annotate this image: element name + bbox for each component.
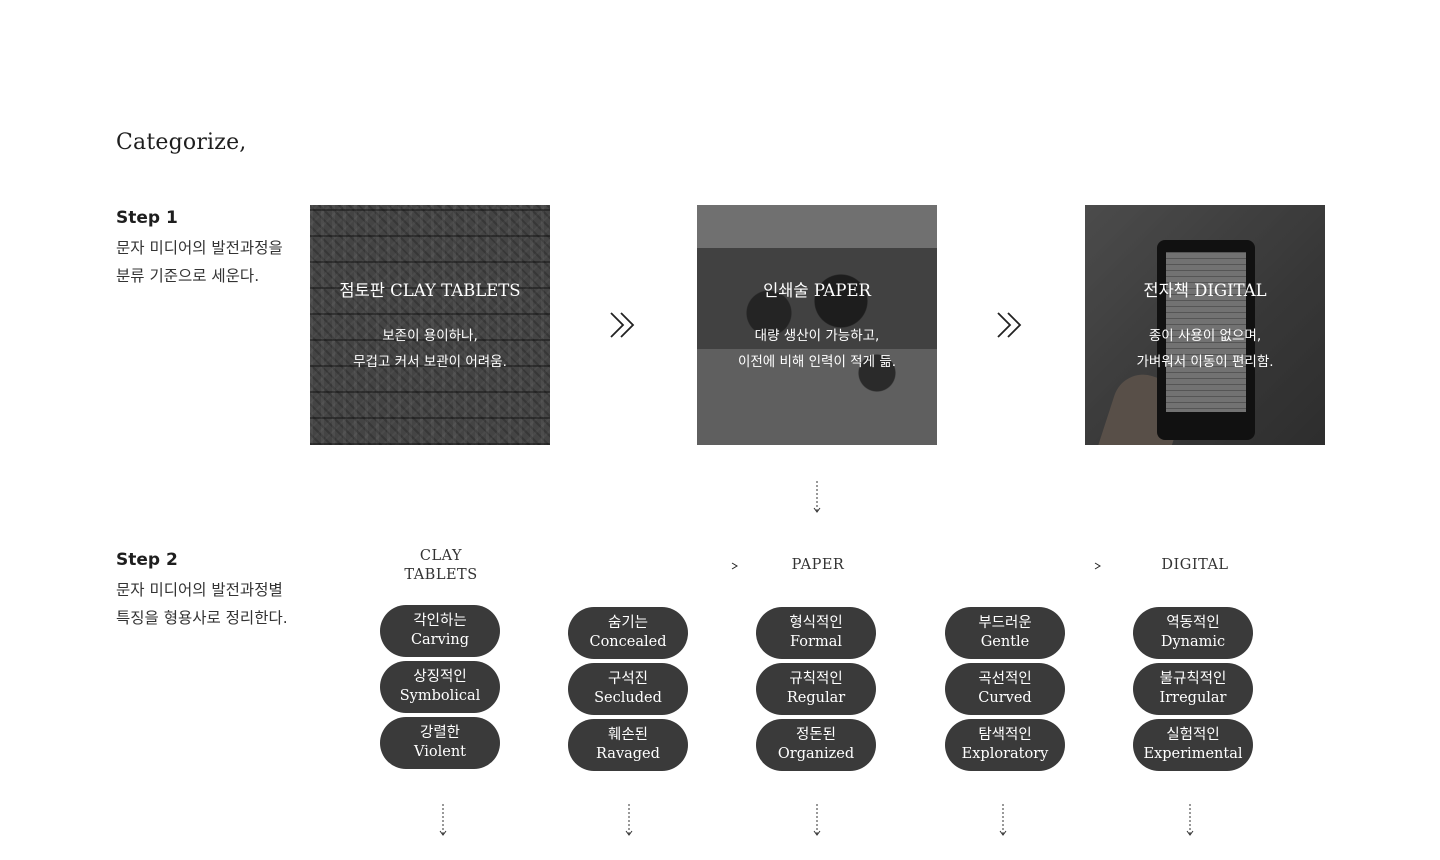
media-description: 종이 사용이 없으며, 가벼워서 이동이 편리함. (1136, 328, 1274, 370)
adjective-pill: 숨기는 Concealed (568, 607, 688, 659)
right-arrow-line-icon (537, 562, 738, 570)
media-card-paper: 인쇄술 PAPER 대량 생산이 가능하고, 이전에 비해 인력이 적게 듦. (697, 205, 937, 445)
adjective-pill: 정돈된 Organized (756, 719, 876, 771)
adjective-english: Formal (790, 634, 842, 650)
adjective-english: Exploratory (961, 746, 1049, 762)
clay-tablet-image (310, 205, 550, 445)
adjective-korean: 형식적인 (789, 615, 843, 631)
adjective-korean: 곡선적인 (978, 671, 1032, 687)
adjective-pill: 형식적인 Formal (756, 607, 876, 659)
adjective-english: Dynamic (1160, 634, 1226, 650)
adjective-korean: 강렬한 (419, 725, 461, 741)
adjective-korean: 각인하는 (413, 613, 467, 629)
adjective-english: Secluded (594, 690, 662, 706)
adjective-korean: 규칙적인 (789, 671, 843, 687)
dotted-down-arrow-icon (813, 804, 821, 836)
adjective-pill: 구석진 Secluded (568, 663, 688, 715)
timeline-label-digital: DIGITAL (1161, 557, 1229, 573)
step-1-block: Step 1 문자 미디어의 발전과정을 분류 기준으로 세운다. (116, 208, 316, 290)
adjective-english: Ravaged (596, 746, 660, 762)
step-2-description: 문자 미디어의 발전과정별 특징을 형용사로 정리한다. (116, 581, 288, 627)
adjective-english: Symbolical (399, 688, 481, 704)
media-name: 점토판 CLAY TABLETS (339, 281, 521, 300)
adjective-english: Irregular (1159, 690, 1227, 706)
adjective-korean: 부드러운 (978, 615, 1032, 631)
double-chevron-right-icon (610, 312, 635, 338)
adjective-pill: 실험적인 Experimental (1133, 719, 1253, 771)
dotted-down-arrow-icon (625, 804, 633, 836)
media-name: 인쇄술 PAPER (763, 281, 871, 300)
adjective-pill: 곡선적인 Curved (945, 663, 1065, 715)
adjective-english: Carving (410, 632, 470, 648)
timeline-label-paper: PAPER (791, 557, 845, 573)
dotted-down-arrow-icon (439, 804, 447, 836)
adjective-pill: 부드러운 Gentle (945, 607, 1065, 659)
adjective-korean: 정돈된 (795, 727, 837, 743)
step-2-block: Step 2 문자 미디어의 발전과정별 특징을 형용사로 정리한다. (116, 550, 316, 632)
adjective-english: Regular (786, 690, 846, 706)
dotted-down-arrow-icon (813, 481, 821, 513)
adjective-korean: 실험적인 (1166, 727, 1220, 743)
adjective-pill: 강렬한 Violent (380, 717, 500, 769)
step-1-description: 문자 미디어의 발전과정을 분류 기준으로 세운다. (116, 239, 283, 285)
adjective-korean: 구석진 (607, 671, 649, 687)
adjective-korean: 숨기는 (607, 615, 649, 631)
adjective-english: Violent (414, 744, 466, 760)
adjective-pill: 규칙적인 Regular (756, 663, 876, 715)
adjective-korean: 상징적인 (413, 669, 467, 685)
adjective-korean: 탐색적인 (978, 727, 1032, 743)
timeline-label-clay-tablets: CLAY TABLETS (404, 548, 478, 583)
step-2-label: Step 2 (116, 550, 178, 570)
media-card-digital: 전자책 DIGITAL 종이 사용이 없으며, 가벼워서 이동이 편리함. (1085, 205, 1325, 445)
media-name: 전자책 DIGITAL (1143, 281, 1267, 300)
adjective-pill: 상징적인 Symbolical (380, 661, 500, 713)
media-description: 보존이 용이하나, 무겁고 커서 보관이 어려움. (353, 328, 507, 370)
media-description: 대량 생산이 가능하고, 이전에 비해 인력이 적게 듦. (737, 328, 897, 370)
adjective-english: Experimental (1143, 746, 1243, 762)
adjective-korean: 훼손된 (607, 727, 649, 743)
page-title: Categorize, (116, 130, 247, 155)
adjective-pill: 탐색적인 Exploratory (945, 719, 1065, 771)
media-card-clay-tablets: 점토판 CLAY TABLETS 보존이 용이하나, 무겁고 커서 보관이 어려… (310, 205, 550, 445)
dotted-down-arrow-icon (1186, 804, 1194, 836)
adjective-english: Organized (777, 746, 855, 762)
adjective-pill: 역동적인 Dynamic (1133, 607, 1253, 659)
adjective-pill: 훼손된 Ravaged (568, 719, 688, 771)
step-1-label: Step 1 (116, 208, 178, 228)
adjective-pill: 불규칙적인 Irregular (1133, 663, 1253, 715)
adjective-pill: 각인하는 Carving (380, 605, 500, 657)
double-chevron-right-icon (997, 312, 1022, 338)
adjective-english: Concealed (589, 634, 667, 650)
adjective-korean: 불규칙적인 (1159, 671, 1227, 687)
adjective-english: Curved (978, 690, 1032, 706)
adjective-korean: 역동적인 (1166, 615, 1220, 631)
dotted-down-arrow-icon (999, 804, 1007, 836)
adjective-english: Gentle (980, 634, 1030, 650)
printing-press-image (697, 205, 937, 445)
ereader-image (1085, 205, 1325, 445)
right-arrow-line-icon (900, 562, 1101, 570)
